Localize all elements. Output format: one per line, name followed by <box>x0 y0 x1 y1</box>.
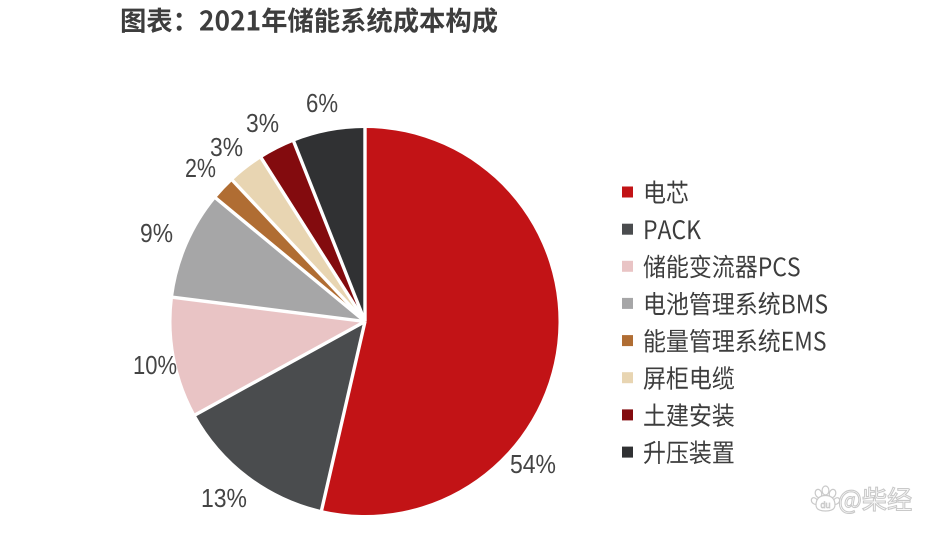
svg-text:10%: 10% <box>133 350 177 380</box>
svg-text:2%: 2% <box>185 153 216 183</box>
svg-text:9%: 9% <box>140 218 173 248</box>
svg-text:54%: 54% <box>510 449 556 479</box>
svg-text:3%: 3% <box>210 132 243 162</box>
svg-text:13%: 13% <box>201 483 247 513</box>
svg-text:6%: 6% <box>306 88 338 118</box>
svg-text:3%: 3% <box>246 108 279 138</box>
svg-text:du: du <box>820 500 830 510</box>
